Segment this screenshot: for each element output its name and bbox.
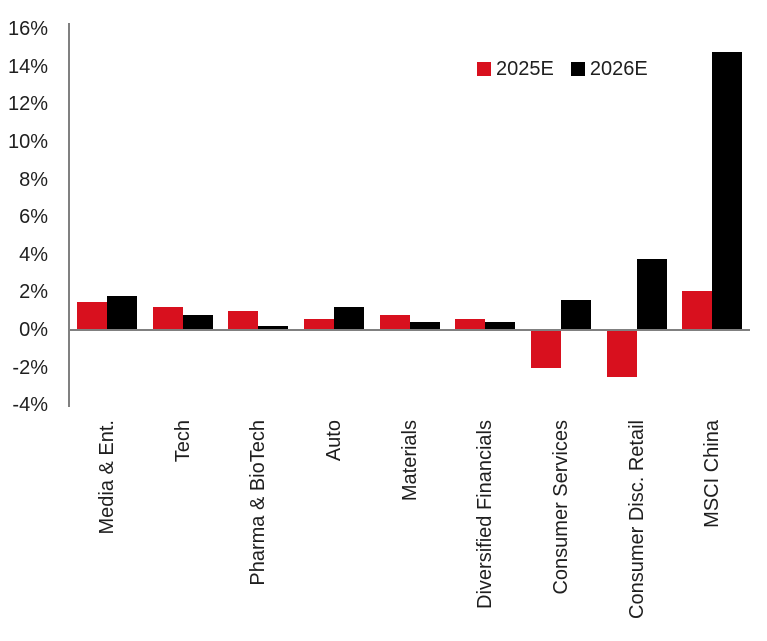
bar-2025e-4 [303, 318, 334, 330]
bar-2026e-1 [106, 296, 137, 330]
y-tick-label: -2% [12, 356, 48, 379]
y-axis-line [68, 23, 70, 407]
bar-2025e-7 [530, 330, 561, 368]
y-tick-label: 6% [19, 206, 48, 229]
legend-label-2025e: 2025E [496, 58, 554, 80]
y-tick-label: -4% [12, 394, 48, 417]
bar-2025e-9 [682, 290, 713, 330]
legend-item-2025e: 2025E [477, 59, 554, 79]
chart-legend: 2025E 2026E [477, 59, 648, 79]
bar-2026e-5 [409, 322, 440, 330]
bar-2025e-6 [455, 318, 486, 330]
y-tick-label: 0% [19, 319, 48, 341]
bar-2026e-3 [258, 326, 289, 330]
bar-2026e-4 [333, 307, 364, 330]
y-tick-label: 16% [7, 18, 48, 41]
legend-label-2026e: 2026E [589, 58, 648, 80]
x-category-label: Consumer Disc. Retail [625, 420, 648, 619]
legend-swatch-2026e-icon [570, 62, 585, 76]
bar-2026e-9 [712, 51, 743, 330]
y-tick-label: 14% [7, 55, 48, 78]
y-tick-label: 2% [19, 281, 48, 304]
bar-2025e-1 [76, 301, 107, 330]
x-category-label: Pharma & BioTech [247, 420, 270, 586]
x-category-label: Media & Ent. [95, 420, 118, 535]
bar-2026e-2 [182, 314, 213, 330]
bar-2026e-8 [636, 258, 667, 330]
x-category-label: Consumer Services [549, 420, 572, 595]
x-category-label: Diversified Financials [474, 420, 497, 609]
bar-2025e-3 [228, 311, 259, 330]
y-tick-label: 8% [19, 168, 48, 191]
zero-baseline [69, 329, 750, 331]
bar-2025e-2 [152, 307, 183, 330]
legend-swatch-2025e-icon [477, 62, 491, 76]
y-tick-label: 4% [19, 243, 48, 266]
x-category-label: MSCI China [701, 420, 724, 528]
x-category-label: Materials [398, 420, 421, 502]
x-category-label: Tech [171, 420, 194, 463]
bar-2026e-6 [485, 322, 516, 330]
bar-2026e-7 [560, 299, 591, 330]
x-category-label: Auto [322, 420, 345, 462]
bar-2025e-8 [606, 330, 637, 377]
bar-2025e-5 [379, 314, 410, 330]
legend-item-2026e: 2026E [570, 58, 648, 80]
y-tick-label: 10% [7, 131, 48, 153]
y-tick-label: 12% [7, 93, 48, 116]
